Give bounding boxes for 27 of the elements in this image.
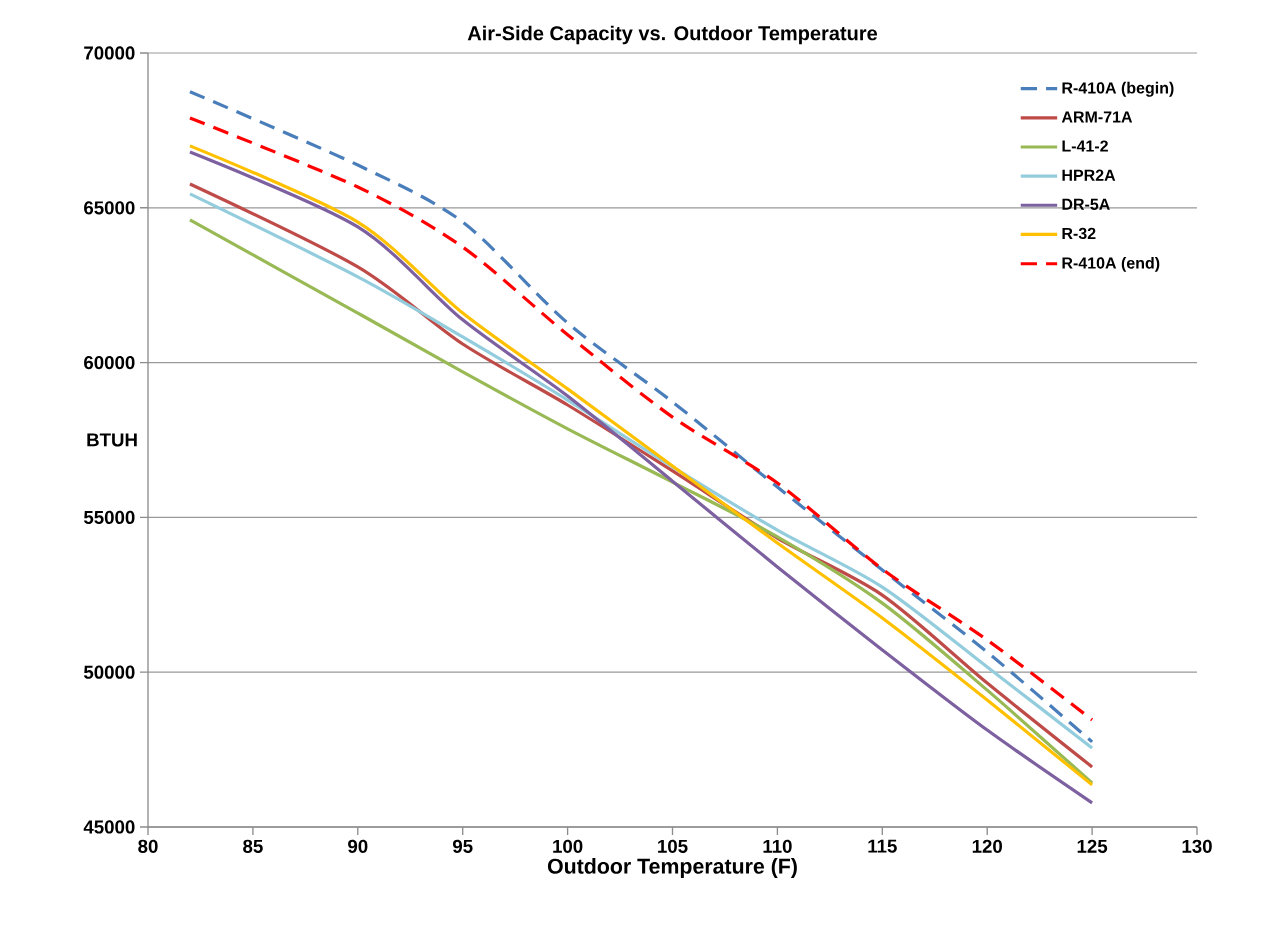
x-tick-label: 120 <box>972 839 1002 853</box>
y-tick-label: 50000 <box>83 665 135 679</box>
chart-title: Air-Side Capacity vs. Outdoor Temperature <box>467 25 878 45</box>
x-tick-label: 110 <box>763 839 792 853</box>
y-tick-label: 45000 <box>83 820 135 834</box>
y-tick-label: 65000 <box>84 201 135 215</box>
legend-label: HPR2A <box>1062 169 1116 181</box>
x-tick-label: 80 <box>138 839 158 853</box>
x-tick-label: 115 <box>868 839 897 853</box>
x-tick-label: 125 <box>1077 839 1108 853</box>
legend-label: R-32 <box>1062 227 1096 240</box>
legend-label: R-410A (begin) <box>1062 81 1174 97</box>
x-tick-label: 100 <box>553 839 583 853</box>
x-tick-label: 130 <box>1182 839 1212 853</box>
x-axis-title: Outdoor Temperature (F) <box>547 858 797 878</box>
legend-label: L-41-2 <box>1062 140 1108 152</box>
x-tick-label: 105 <box>658 839 688 853</box>
legend-label: ARM-71A <box>1061 111 1133 123</box>
x-tick-label: 95 <box>452 839 473 853</box>
x-tick-label: 85 <box>243 839 263 853</box>
y-tick-label: 60000 <box>84 355 135 370</box>
y-tick-label: 55000 <box>83 510 135 524</box>
y-axis-title: BTUH <box>87 433 137 447</box>
y-tick-label: 70000 <box>84 46 135 60</box>
legend-label: R-410A (end) <box>1062 256 1160 272</box>
legend-label: DR-5A <box>1062 198 1110 210</box>
x-tick-label: 90 <box>348 839 368 853</box>
